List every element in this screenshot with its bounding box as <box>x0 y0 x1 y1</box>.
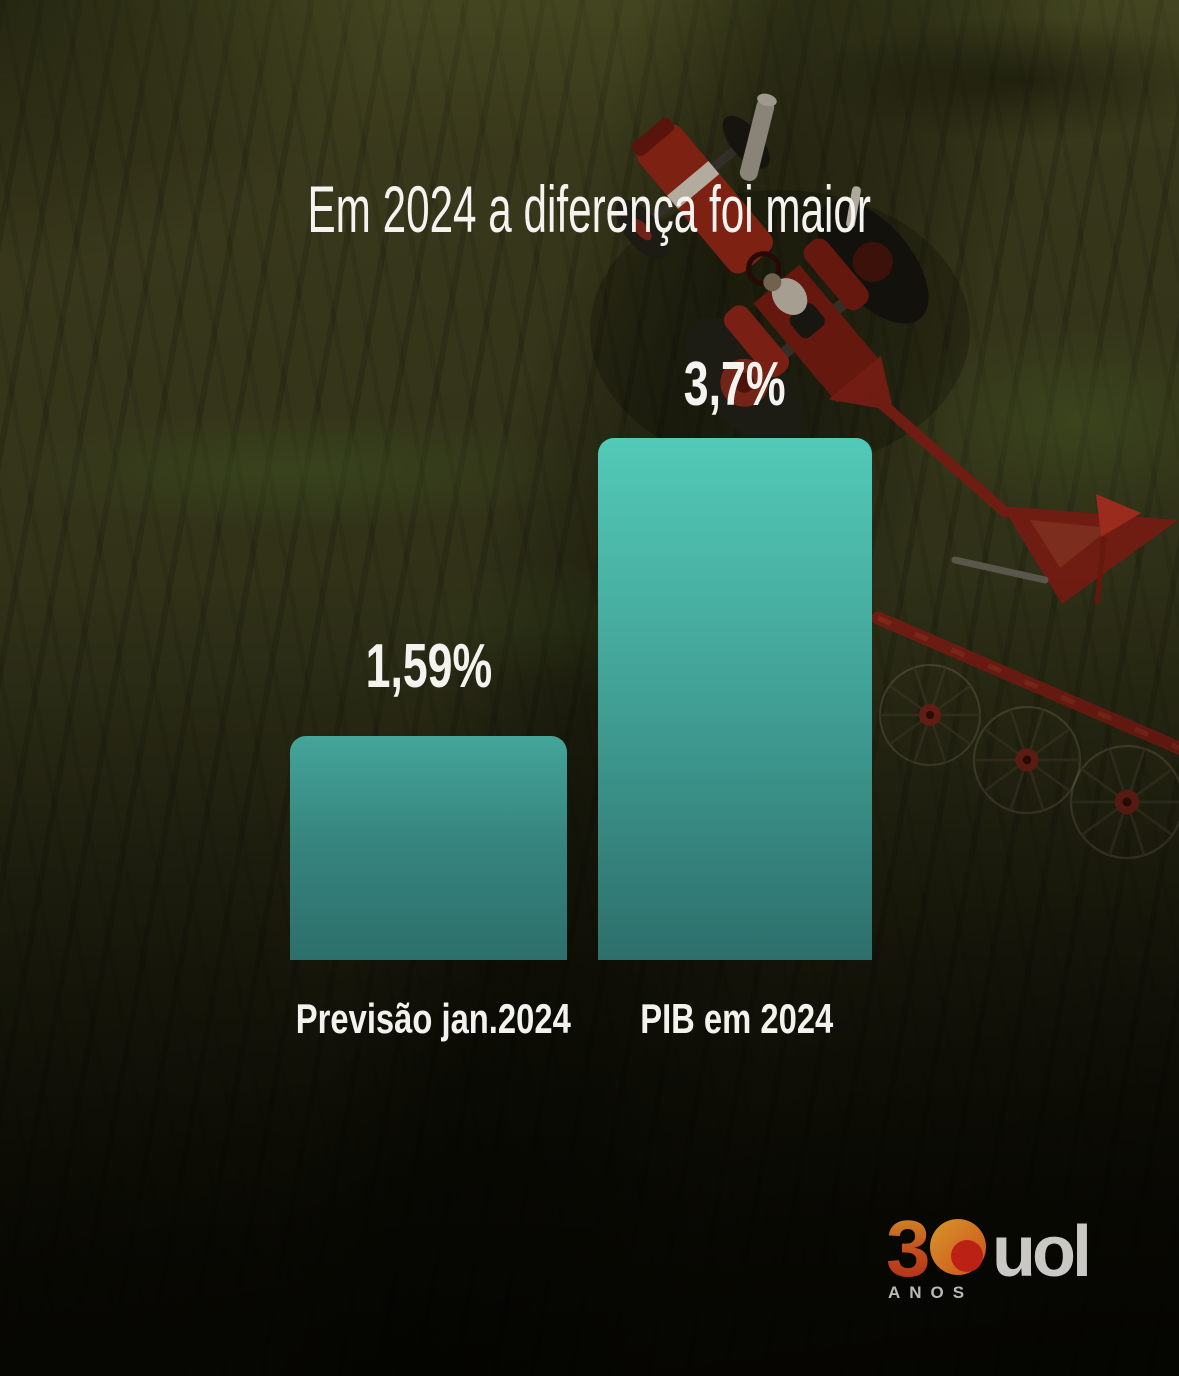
category-label-previsao: Previsão jan.2024 <box>233 998 633 1040</box>
logo-uol-wordmark: uol <box>992 1212 1088 1292</box>
chart-title: Em 2024 a diferença foi maior <box>0 176 1179 242</box>
value-text: 3,7% <box>684 350 786 419</box>
chart-title-text: Em 2024 a diferença foi maior <box>307 172 872 246</box>
bar-group-previsao: 1,59% <box>290 636 567 960</box>
category-text: Previsão jan.2024 <box>295 995 571 1042</box>
value-label-previsao: 1,59% <box>341 636 517 698</box>
logo-anos-text: ANOS <box>888 1283 973 1302</box>
bar-previsao-jan-2024 <box>290 736 567 960</box>
value-label-pib: 3,7% <box>664 354 805 416</box>
value-text: 1,59% <box>365 632 492 701</box>
category-text: PIB em 2024 <box>640 995 834 1042</box>
logo-three-digit: 3 <box>886 1204 931 1293</box>
uol-30-anos-logo: 3 ANOS uol <box>886 1204 1092 1302</box>
category-label-pib: PIB em 2024 <box>537 998 937 1040</box>
bar-pib-em-2024 <box>598 438 872 960</box>
bar-group-pib: 3,7% <box>598 354 872 960</box>
logo-zero-ball-inner <box>951 1240 983 1272</box>
